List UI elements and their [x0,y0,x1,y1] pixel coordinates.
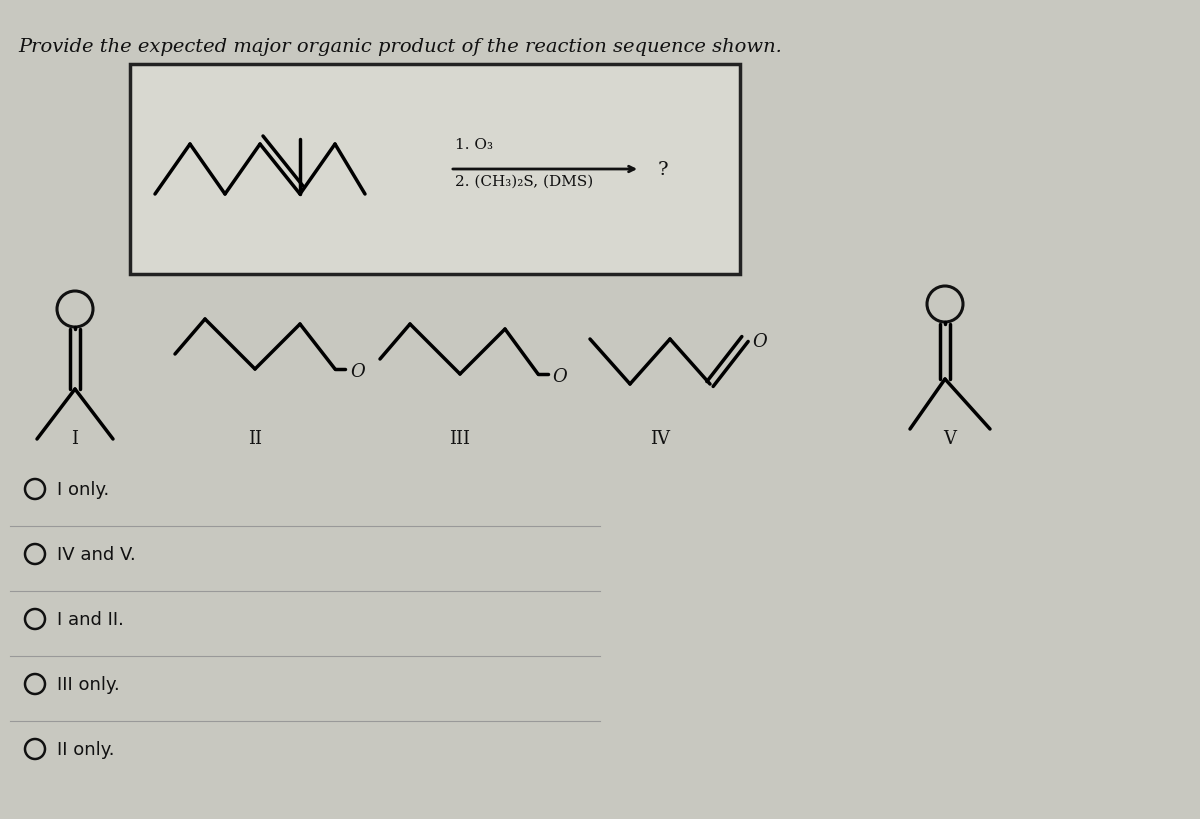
Text: III: III [450,429,470,447]
Bar [130,65,740,274]
Text: III only.: III only. [58,675,120,693]
Text: I: I [72,429,78,447]
Text: Provide the expected major organic product of the reaction sequence shown.: Provide the expected major organic produ… [18,38,782,56]
Text: 1. O₃: 1. O₃ [455,138,493,152]
Text: O: O [350,363,365,381]
Text: II only.: II only. [58,740,114,758]
Text: V: V [943,429,956,447]
Text: IV and V.: IV and V. [58,545,136,563]
Text: O: O [553,368,568,386]
Text: I and II.: I and II. [58,610,124,628]
Text: ?: ? [658,161,668,179]
Text: IV: IV [650,429,670,447]
Text: O: O [752,333,767,351]
Text: I only.: I only. [58,481,109,499]
Text: II: II [248,429,262,447]
Text: 2. (CH₃)₂S, (DMS): 2. (CH₃)₂S, (DMS) [455,174,593,188]
